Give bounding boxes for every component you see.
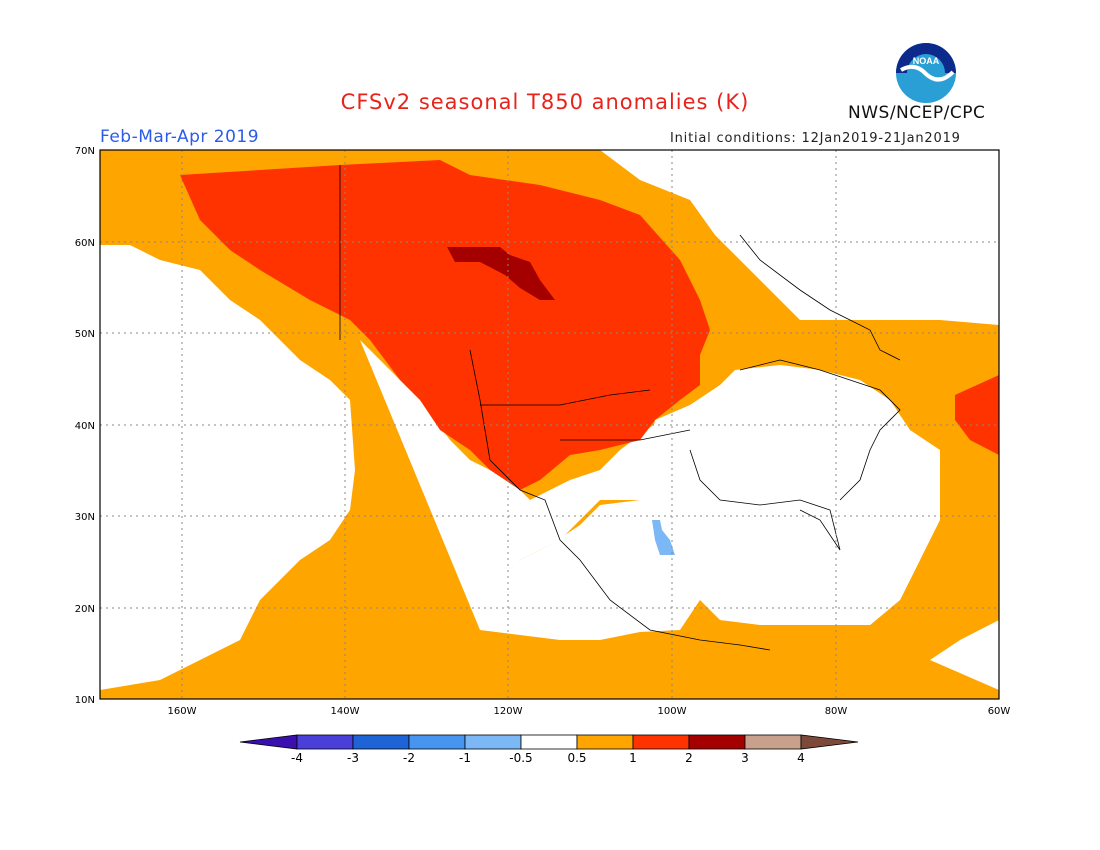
lon-tick-label: 60W [988, 706, 1011, 717]
colorbar: -4 -3 -2 -1 -0.5 0.5 1 2 3 4 [239, 734, 859, 765]
map-frame [99, 149, 1000, 700]
agency-label: NWS/NCEP/CPC [848, 103, 986, 123]
colorbar-label: 2 [685, 751, 693, 765]
colorbar-label: 1 [629, 751, 637, 765]
colorbar-label: -0.5 [509, 751, 532, 765]
region-neutral-land [480, 365, 935, 640]
colorbar-label: -4 [291, 751, 303, 765]
lat-tick-label: 30N [75, 512, 95, 523]
graticule [100, 150, 999, 699]
noaa-logo: NOAA [896, 43, 956, 103]
coastlines [339, 165, 901, 651]
colorbar-label: 3 [741, 751, 749, 765]
colorbar-segment [296, 734, 354, 750]
colorbar-arrow-high [800, 734, 859, 750]
region-warm-2-3 [447, 247, 555, 300]
lon-tick-label: 160W [168, 706, 197, 717]
colorbar-label: -3 [347, 751, 359, 765]
colorbar-label: -2 [403, 751, 415, 765]
forecast-period: Feb-Mar-Apr 2019 [100, 127, 260, 147]
colorbar-segment [688, 734, 746, 750]
colorbar-segment [632, 734, 690, 750]
colorbar-label: 0.5 [567, 751, 586, 765]
lon-tick-label: 140W [331, 706, 360, 717]
region-cool [652, 520, 675, 555]
colorbar-arrow-low [239, 734, 298, 750]
lat-tick-label: 20N [75, 604, 95, 615]
lat-tick-label: 60N [75, 238, 95, 249]
colorbar-segment [352, 734, 410, 750]
colorbar-segment [408, 734, 466, 750]
lon-tick-label: 80W [825, 706, 848, 717]
colorbar-segment [744, 734, 802, 750]
lon-tick-label: 100W [658, 706, 687, 717]
lat-tick-label: 70N [75, 146, 95, 157]
longitude-ticks: 160W 140W 120W 100W 80W 60W [168, 706, 1011, 717]
colorbar-segment [464, 734, 522, 750]
lat-tick-label: 50N [75, 329, 95, 340]
latitude-ticks: 70N 60N 50N 40N 30N 20N 10N [75, 146, 95, 706]
colorbar-segment [576, 734, 634, 750]
region-warm-1-2-atlantic [955, 375, 999, 455]
colorbar-label: 4 [797, 751, 805, 765]
initial-conditions: Initial conditions: 12Jan2019-21Jan2019 [670, 131, 961, 146]
colorbar-label: -1 [459, 751, 471, 765]
svg-text:NOAA: NOAA [913, 56, 940, 66]
colorbar-segment [520, 734, 578, 750]
lat-tick-label: 40N [75, 421, 95, 432]
region-warm-1-2 [180, 160, 710, 490]
lat-tick-label: 10N [75, 695, 95, 706]
lon-tick-label: 120W [494, 706, 523, 717]
map-title: CFSv2 seasonal T850 anomalies (K) [340, 90, 750, 114]
